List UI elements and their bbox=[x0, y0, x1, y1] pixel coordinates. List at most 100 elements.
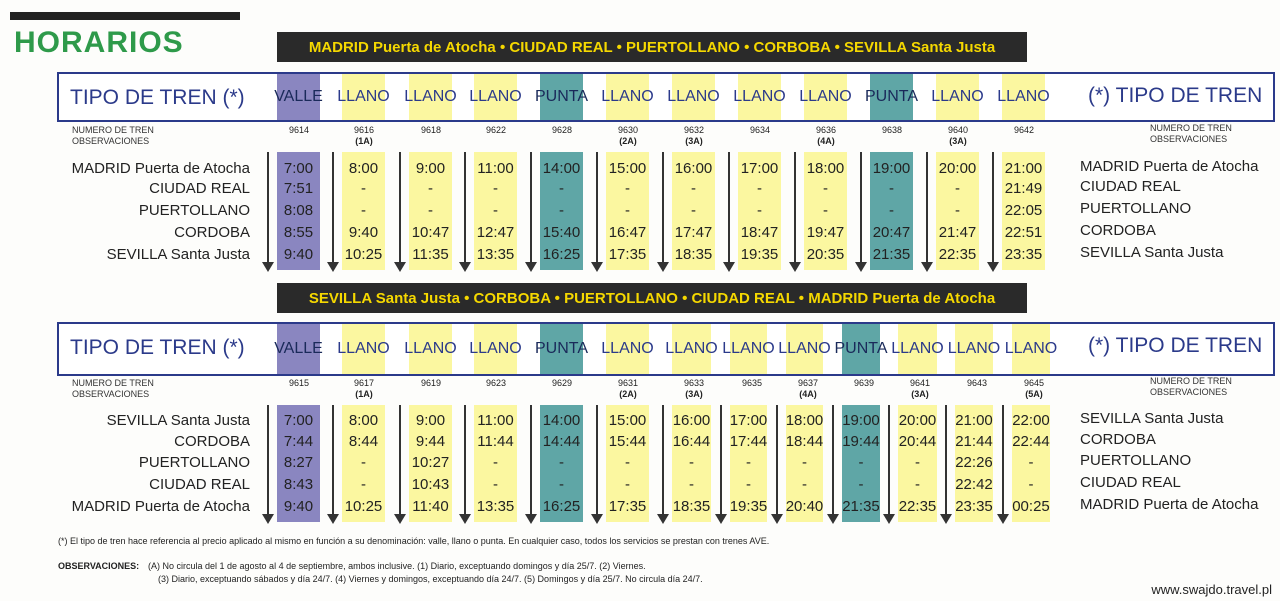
watermark: www.swajdo.travel.pl bbox=[1151, 582, 1272, 597]
departure-time: 20:00 bbox=[898, 412, 937, 429]
direction-arrow-icon bbox=[394, 405, 406, 524]
departure-time: 9:00 bbox=[415, 412, 446, 429]
train-observation: (3A) bbox=[911, 389, 929, 399]
train-type-llano: LLANO bbox=[799, 74, 852, 120]
train-number: 9615 bbox=[288, 378, 310, 388]
departure-time: 7:44 bbox=[283, 433, 314, 450]
departure-time: 17:00 bbox=[729, 412, 768, 429]
departure-time: - bbox=[802, 476, 807, 493]
station-label-left: SEVILLA Santa Justa bbox=[106, 246, 250, 263]
departure-time: - bbox=[858, 454, 864, 471]
station-label-left: PUERTOLLANO bbox=[138, 454, 250, 471]
train-observation: (1A) bbox=[355, 136, 373, 146]
station-label-left: CIUDAD REAL bbox=[149, 476, 250, 493]
direction-arrow-icon bbox=[394, 152, 406, 272]
departure-time: - bbox=[361, 202, 366, 219]
train-type-punta: PUNTA bbox=[535, 324, 588, 374]
departure-time: - bbox=[428, 202, 433, 219]
train-number: 9639 bbox=[853, 378, 875, 388]
departure-time: 21:49 bbox=[1004, 180, 1043, 197]
station-label-left: CORDOBA bbox=[174, 224, 250, 241]
departure-time: 20:00 bbox=[938, 160, 977, 177]
train-type-llano: LLANO bbox=[665, 324, 718, 374]
train-column-bg bbox=[1012, 405, 1050, 522]
departure-time: 15:00 bbox=[608, 412, 647, 429]
departure-time: 22:42 bbox=[955, 476, 993, 493]
train-column-bg bbox=[540, 405, 583, 522]
departure-time: 8:55 bbox=[283, 224, 314, 241]
numero-label-left: NUMERO DE TREN bbox=[72, 125, 154, 135]
departure-time: 22:51 bbox=[1004, 224, 1043, 241]
station-label-left: CIUDAD REAL bbox=[149, 180, 250, 197]
train-observation: (2A) bbox=[619, 389, 637, 399]
train-column-bg bbox=[804, 152, 847, 270]
departure-time: 15:40 bbox=[542, 224, 581, 241]
departure-time: - bbox=[1028, 454, 1034, 471]
departure-time: 22:44 bbox=[1012, 433, 1050, 450]
departure-time: 17:00 bbox=[740, 160, 779, 177]
station-label-right: SEVILLA Santa Justa bbox=[1080, 244, 1224, 261]
train-type-valle: VALLE bbox=[274, 74, 323, 120]
direction-arrow-icon bbox=[789, 152, 801, 272]
departure-time: 20:35 bbox=[806, 246, 845, 263]
departure-time: - bbox=[493, 180, 498, 197]
departure-time: - bbox=[625, 476, 630, 493]
departure-time: 10:47 bbox=[411, 224, 450, 241]
departure-time: 18:47 bbox=[740, 224, 779, 241]
train-column-bg bbox=[786, 405, 823, 522]
departure-time: - bbox=[757, 180, 762, 197]
departure-time: 9:44 bbox=[415, 433, 446, 450]
departure-time: - bbox=[746, 454, 751, 471]
departure-time: 7:51 bbox=[283, 180, 314, 197]
departure-time: 13:35 bbox=[476, 498, 515, 515]
route-banner: SEVILLA Santa Justa • CORBOBA • PUERTOLL… bbox=[277, 283, 1027, 313]
train-number: 9629 bbox=[551, 378, 573, 388]
departure-time: 11:00 bbox=[477, 160, 514, 177]
train-column-bg bbox=[342, 152, 385, 270]
departure-time: 9:40 bbox=[283, 246, 314, 263]
departure-time: 8:00 bbox=[348, 412, 379, 429]
train-number: 9614 bbox=[288, 125, 310, 135]
departure-time: 16:00 bbox=[672, 412, 711, 429]
departure-time: 21:47 bbox=[938, 224, 977, 241]
departure-time: 10:25 bbox=[344, 246, 383, 263]
departure-time: 21:44 bbox=[955, 433, 993, 450]
train-type-llano: LLANO bbox=[722, 324, 775, 374]
train-column-bg bbox=[672, 152, 715, 270]
departure-time: 20:40 bbox=[785, 498, 824, 515]
numero-label-left: NUMERO DE TREN bbox=[72, 378, 154, 388]
train-number: 9630 bbox=[617, 125, 639, 135]
departure-time: 10:43 bbox=[411, 476, 450, 493]
direction-arrow-icon bbox=[525, 152, 537, 272]
departure-time: - bbox=[915, 476, 920, 493]
departure-time: 21:35 bbox=[842, 498, 880, 515]
train-number: 9631 bbox=[617, 378, 639, 388]
numero-label-right: NUMERO DE TREN bbox=[1150, 376, 1232, 386]
departure-time: 17:35 bbox=[608, 246, 647, 263]
train-type-llano: LLANO bbox=[469, 324, 522, 374]
tipo-label-left: TIPO DE TREN (*) bbox=[70, 86, 245, 109]
departure-time: 12:47 bbox=[476, 224, 515, 241]
tipo-label-right: (*) TIPO DE TREN bbox=[1088, 84, 1263, 107]
train-number: 9641 bbox=[909, 378, 931, 388]
departure-time: 11:40 bbox=[412, 498, 449, 515]
direction-arrow-icon bbox=[459, 405, 471, 524]
departure-time: 8:43 bbox=[283, 476, 314, 493]
train-observation: (1A) bbox=[355, 389, 373, 399]
departure-time: - bbox=[691, 180, 696, 197]
train-type-llano: LLANO bbox=[667, 74, 720, 120]
train-column-bg bbox=[870, 152, 913, 270]
train-column-bg bbox=[540, 152, 583, 270]
train-column-bg bbox=[842, 405, 880, 522]
departure-time: 19:35 bbox=[729, 498, 768, 515]
train-type-punta: PUNTA bbox=[865, 74, 918, 120]
train-number: 9633 bbox=[683, 378, 705, 388]
departure-time: 19:00 bbox=[842, 412, 880, 429]
departure-time: 15:44 bbox=[608, 433, 647, 450]
departure-time: 14:00 bbox=[542, 160, 581, 177]
departure-time: - bbox=[361, 454, 366, 471]
departure-time: - bbox=[802, 454, 807, 471]
departure-time: 9:40 bbox=[348, 224, 379, 241]
station-label-right: CORDOBA bbox=[1080, 222, 1156, 239]
departure-time: - bbox=[689, 454, 694, 471]
